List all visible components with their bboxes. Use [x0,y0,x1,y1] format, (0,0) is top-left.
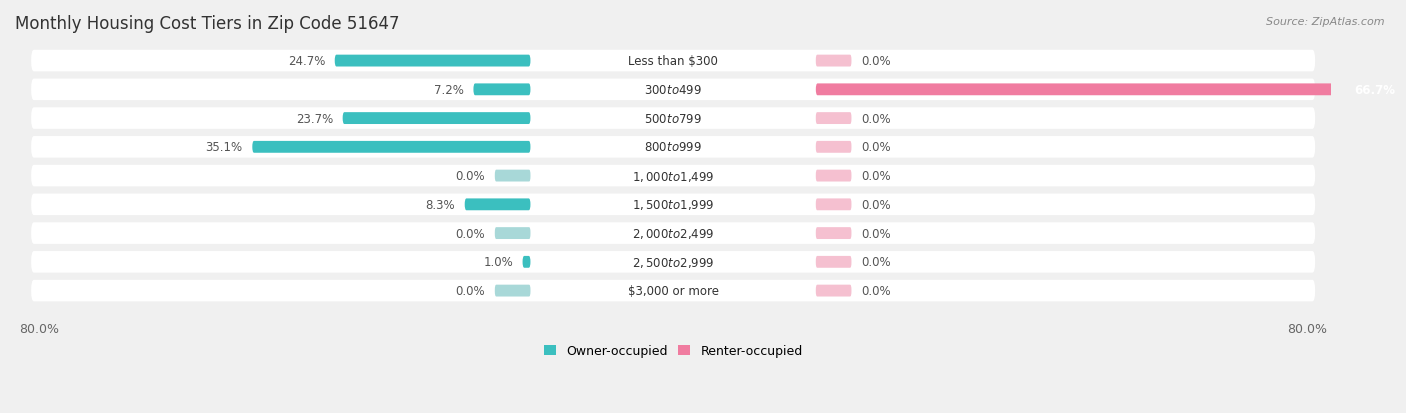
FancyBboxPatch shape [495,285,530,297]
FancyBboxPatch shape [815,170,852,182]
FancyBboxPatch shape [31,79,1315,101]
FancyBboxPatch shape [31,51,1315,72]
Text: $500 to $799: $500 to $799 [644,112,702,125]
FancyBboxPatch shape [31,108,1315,130]
Text: $3,000 or more: $3,000 or more [627,285,718,297]
FancyBboxPatch shape [31,194,1315,216]
Text: Source: ZipAtlas.com: Source: ZipAtlas.com [1267,17,1385,26]
Text: 0.0%: 0.0% [860,198,890,211]
Text: 7.2%: 7.2% [434,83,464,97]
FancyBboxPatch shape [343,113,530,125]
Text: 0.0%: 0.0% [860,227,890,240]
Text: 23.7%: 23.7% [295,112,333,125]
FancyBboxPatch shape [335,55,530,67]
FancyBboxPatch shape [815,199,852,211]
Text: 0.0%: 0.0% [456,285,485,297]
FancyBboxPatch shape [31,223,1315,244]
Text: 0.0%: 0.0% [860,141,890,154]
FancyBboxPatch shape [815,256,852,268]
Text: 1.0%: 1.0% [484,256,513,269]
Text: 0.0%: 0.0% [860,112,890,125]
Text: $2,500 to $2,999: $2,500 to $2,999 [631,255,714,269]
Text: 8.3%: 8.3% [426,198,456,211]
FancyBboxPatch shape [465,199,530,211]
Text: 0.0%: 0.0% [860,256,890,269]
FancyBboxPatch shape [815,285,852,297]
Text: $1,500 to $1,999: $1,500 to $1,999 [631,198,714,212]
FancyBboxPatch shape [815,84,1344,96]
FancyBboxPatch shape [815,142,852,153]
Text: 0.0%: 0.0% [456,170,485,183]
FancyBboxPatch shape [31,165,1315,187]
FancyBboxPatch shape [815,113,852,125]
FancyBboxPatch shape [31,280,1315,301]
Text: 0.0%: 0.0% [860,285,890,297]
Text: 66.7%: 66.7% [1354,83,1395,97]
Text: 35.1%: 35.1% [205,141,243,154]
Text: $1,000 to $1,499: $1,000 to $1,499 [631,169,714,183]
FancyBboxPatch shape [31,137,1315,158]
Text: 0.0%: 0.0% [456,227,485,240]
Text: $300 to $499: $300 to $499 [644,83,702,97]
FancyBboxPatch shape [252,142,530,153]
Text: 24.7%: 24.7% [288,55,325,68]
Text: Monthly Housing Cost Tiers in Zip Code 51647: Monthly Housing Cost Tiers in Zip Code 5… [15,15,399,33]
Text: 0.0%: 0.0% [860,170,890,183]
FancyBboxPatch shape [495,170,530,182]
Text: 0.0%: 0.0% [860,55,890,68]
FancyBboxPatch shape [495,228,530,240]
Text: Less than $300: Less than $300 [628,55,718,68]
FancyBboxPatch shape [474,84,530,96]
Text: $2,000 to $2,499: $2,000 to $2,499 [631,227,714,240]
FancyBboxPatch shape [815,55,852,67]
Text: $800 to $999: $800 to $999 [644,141,702,154]
FancyBboxPatch shape [31,252,1315,273]
FancyBboxPatch shape [815,228,852,240]
Legend: Owner-occupied, Renter-occupied: Owner-occupied, Renter-occupied [538,339,807,362]
FancyBboxPatch shape [523,256,530,268]
